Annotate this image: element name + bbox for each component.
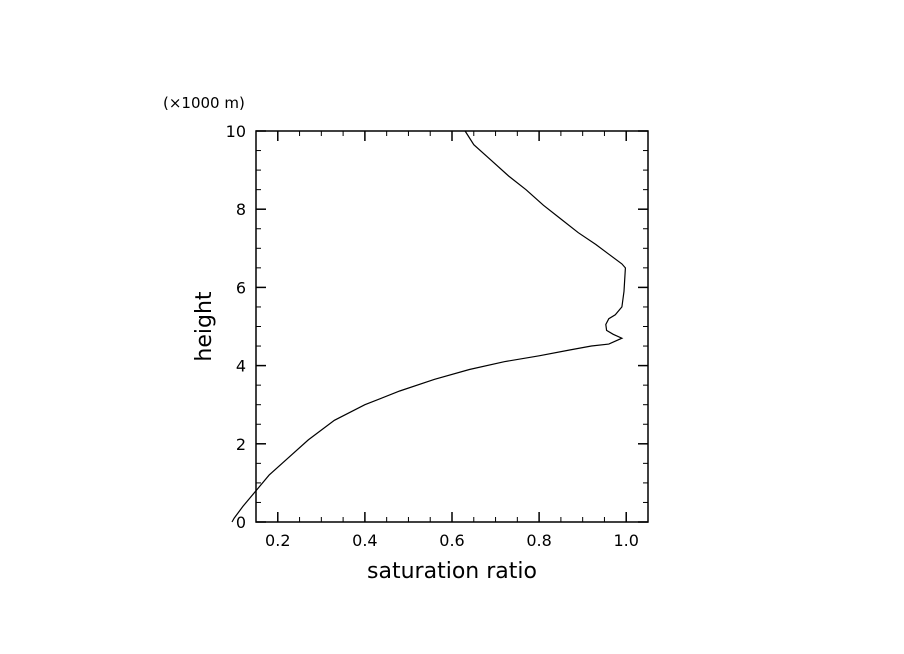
- x-tick-label: 1.0: [613, 531, 638, 550]
- major-ticks: [256, 130, 648, 523]
- y-unit-label: (×1000 m): [163, 94, 245, 112]
- y-tick-label: 6: [236, 278, 246, 297]
- y-tick-label: 8: [236, 200, 246, 219]
- plot-frame: [255, 130, 649, 523]
- y-tick-label: 4: [236, 357, 246, 376]
- minor-ticks: [255, 131, 649, 522]
- x-axis-title: saturation ratio: [367, 559, 537, 584]
- x-tick-label: 0.2: [265, 531, 290, 550]
- x-tick-label: 0.6: [439, 531, 464, 550]
- x-tick-label: 0.4: [352, 531, 377, 550]
- tick-labels: 0.2 0.4 0.6 0.8 1.0 0 2 4 6 8 10: [226, 122, 639, 550]
- y-tick-label: 0: [236, 513, 246, 532]
- y-tick-label: 2: [236, 435, 246, 454]
- y-tick-label: 10: [226, 122, 246, 141]
- y-axis-title: height: [192, 291, 217, 361]
- x-tick-label: 0.8: [526, 531, 551, 550]
- saturation-profile-line: [231, 130, 627, 523]
